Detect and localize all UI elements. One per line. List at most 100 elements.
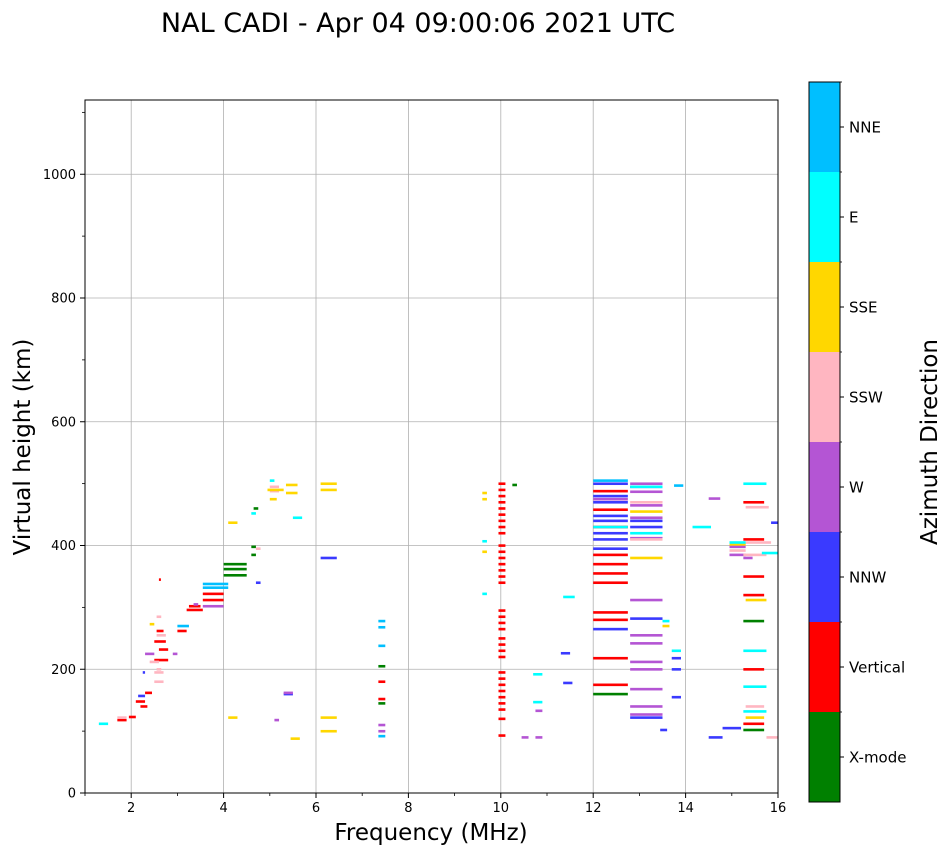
data-point	[593, 553, 628, 557]
data-point	[498, 581, 506, 585]
series-nne	[177, 479, 684, 738]
series-sse	[149, 482, 767, 740]
y-tick-label: 800	[51, 292, 76, 307]
data-point	[498, 671, 506, 674]
data-point	[128, 715, 136, 719]
data-point	[593, 581, 628, 585]
colorbar-tick-label: X-mode	[849, 749, 906, 767]
data-point	[630, 510, 663, 513]
data-point	[482, 550, 487, 554]
data-point	[98, 722, 109, 726]
data-point	[253, 507, 259, 510]
data-point	[154, 680, 164, 684]
x-tick-label: 4	[219, 801, 227, 816]
data-point	[662, 619, 670, 623]
data-point	[593, 519, 628, 523]
data-point	[745, 716, 765, 719]
data-point	[202, 582, 229, 586]
data-point	[149, 660, 159, 664]
data-point	[745, 598, 767, 602]
data-point	[498, 702, 506, 705]
data-point	[708, 497, 721, 500]
data-point	[269, 479, 275, 482]
data-point	[743, 556, 753, 560]
data-point	[630, 598, 663, 602]
data-point	[743, 668, 765, 671]
data-point	[743, 722, 765, 726]
data-point	[186, 608, 203, 612]
data-point	[117, 718, 127, 722]
data-point	[223, 567, 247, 571]
data-point	[498, 627, 506, 631]
data-point	[498, 689, 506, 693]
data-point	[745, 541, 772, 544]
data-point	[498, 708, 506, 711]
data-point	[593, 494, 628, 498]
data-point	[378, 723, 386, 727]
data-point	[533, 673, 543, 676]
colorbar-tick-label: W	[849, 479, 864, 497]
data-point	[498, 488, 506, 492]
data-point	[498, 569, 506, 572]
colorbar: X-mode Vertical NNW W SSW SSE E NNE	[808, 81, 906, 803]
data-point	[743, 482, 767, 486]
data-point	[535, 736, 543, 739]
y-axis-ticks: 0 200 400 600 800 1000	[43, 111, 85, 802]
data-point	[285, 491, 298, 495]
colorbar-tick-label: SSW	[849, 389, 883, 407]
data-point	[630, 519, 663, 523]
data-point	[498, 482, 506, 486]
data-point	[630, 516, 663, 520]
data-point	[743, 649, 767, 653]
data-point	[498, 500, 506, 504]
data-point	[290, 737, 300, 740]
data-point	[378, 664, 386, 668]
data-point	[560, 651, 571, 655]
data-point	[498, 695, 506, 699]
x-tick-label: 8	[404, 801, 412, 816]
data-point	[630, 525, 663, 529]
data-point	[320, 716, 337, 719]
colorbar-segment	[809, 442, 840, 532]
data-point	[498, 655, 506, 659]
x-axis-ticks: 2 4 6 8 10 12 14 16	[84, 793, 786, 816]
colorbar-segment	[809, 262, 840, 352]
data-point	[498, 550, 506, 554]
data-point	[662, 624, 670, 628]
data-point	[228, 716, 238, 719]
data-point	[708, 736, 723, 739]
colorbar-frame	[808, 81, 841, 803]
y-tick-label: 200	[51, 663, 76, 678]
x-axis-label: Frequency (MHz)	[334, 820, 527, 846]
data-point	[593, 611, 628, 614]
data-point	[521, 736, 529, 739]
data-point	[269, 497, 277, 501]
data-point	[251, 545, 256, 549]
data-point	[630, 713, 663, 716]
data-point	[498, 513, 506, 516]
data-point	[630, 617, 663, 620]
colorbar-tick-label: NNE	[849, 119, 881, 137]
colorbar-tick-label: SSE	[849, 299, 878, 317]
data-point	[630, 687, 663, 691]
data-point	[154, 671, 164, 674]
data-point	[498, 544, 506, 547]
data-point	[671, 695, 681, 699]
data-point	[140, 705, 148, 708]
data-point	[593, 627, 628, 631]
x-tick-label: 10	[493, 801, 510, 816]
data-point	[593, 656, 628, 660]
data-point	[154, 640, 166, 643]
data-point	[743, 553, 767, 557]
data-point	[498, 531, 506, 535]
data-point	[729, 543, 746, 546]
data-point	[177, 629, 187, 633]
plot-background	[85, 100, 778, 793]
data-point	[593, 508, 628, 512]
y-tick-label: 1000	[43, 168, 76, 183]
data-point	[498, 621, 506, 625]
data-point	[593, 497, 628, 501]
data-point	[320, 556, 337, 560]
x-tick-label: 6	[312, 801, 320, 816]
data-point	[593, 525, 628, 529]
